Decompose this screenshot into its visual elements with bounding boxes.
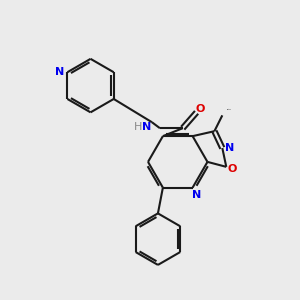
Text: H: H <box>134 122 142 132</box>
Text: N: N <box>192 190 201 200</box>
Text: methyl: methyl <box>227 109 232 110</box>
Text: N: N <box>55 67 64 77</box>
Text: O: O <box>196 104 205 114</box>
Text: N: N <box>225 143 234 153</box>
Text: N: N <box>142 122 152 132</box>
Text: O: O <box>227 164 237 174</box>
